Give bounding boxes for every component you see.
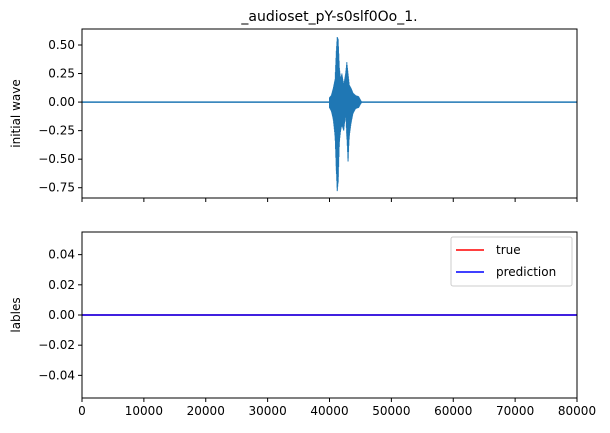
x-tick-label: 0 <box>78 404 86 418</box>
y-tick-label: 0.50 <box>48 38 75 52</box>
x-tick-label: 50000 <box>372 404 410 418</box>
x-tick-label: 20000 <box>187 404 225 418</box>
y-tick-label: 0.25 <box>48 67 75 81</box>
x-tick-label: 60000 <box>434 404 472 418</box>
axes-frame <box>81 28 578 199</box>
waveform-panel: _audioset_pY-s0slf0Oo_1. initial wave −0… <box>9 9 578 202</box>
x-tick-label: 70000 <box>496 404 534 418</box>
y-tick-label: −0.02 <box>38 338 75 352</box>
y-tick-label: 0.00 <box>48 308 75 322</box>
x-tick-label: 30000 <box>249 404 287 418</box>
legend-label-prediction: prediction <box>496 265 556 279</box>
x-ticks: 0 10000 20000 30000 40000 50000 60000 70000 8000… <box>78 398 596 418</box>
series-line-waveform <box>329 36 363 192</box>
plot-area <box>82 36 577 192</box>
y-tick-label: 0.04 <box>48 248 75 262</box>
x-tick-label: 80000 <box>558 404 596 418</box>
x-tick-label: 40000 <box>310 404 348 418</box>
legend: true prediction <box>450 236 573 287</box>
legend-label-true: true <box>496 243 521 257</box>
labels-panel: lables −0.04 −0.02 0.00 0.02 0.04 0 10000 2000… <box>9 231 596 418</box>
y-tick-label: 0.00 <box>48 95 75 109</box>
y-tick-label: −0.04 <box>38 368 75 382</box>
y-axis-label-initial-wave: initial wave <box>9 79 23 147</box>
y-tick-label: −0.75 <box>38 181 75 195</box>
chart-title: _audioset_pY-s0slf0Oo_1. <box>240 9 417 25</box>
y-tick-label: −0.25 <box>38 124 75 138</box>
y-tick-label: 0.02 <box>48 278 75 292</box>
y-tick-label: −0.50 <box>38 152 75 166</box>
y-ticks: −0.75 −0.50 −0.25 0.00 0.25 0.50 <box>38 38 82 195</box>
axes-frame <box>81 231 578 399</box>
y-ticks: −0.04 −0.02 0.00 0.02 0.04 <box>38 248 82 382</box>
x-tick-label: 10000 <box>125 404 163 418</box>
x-ticks <box>81 198 578 202</box>
y-axis-label-lables: lables <box>9 297 23 332</box>
